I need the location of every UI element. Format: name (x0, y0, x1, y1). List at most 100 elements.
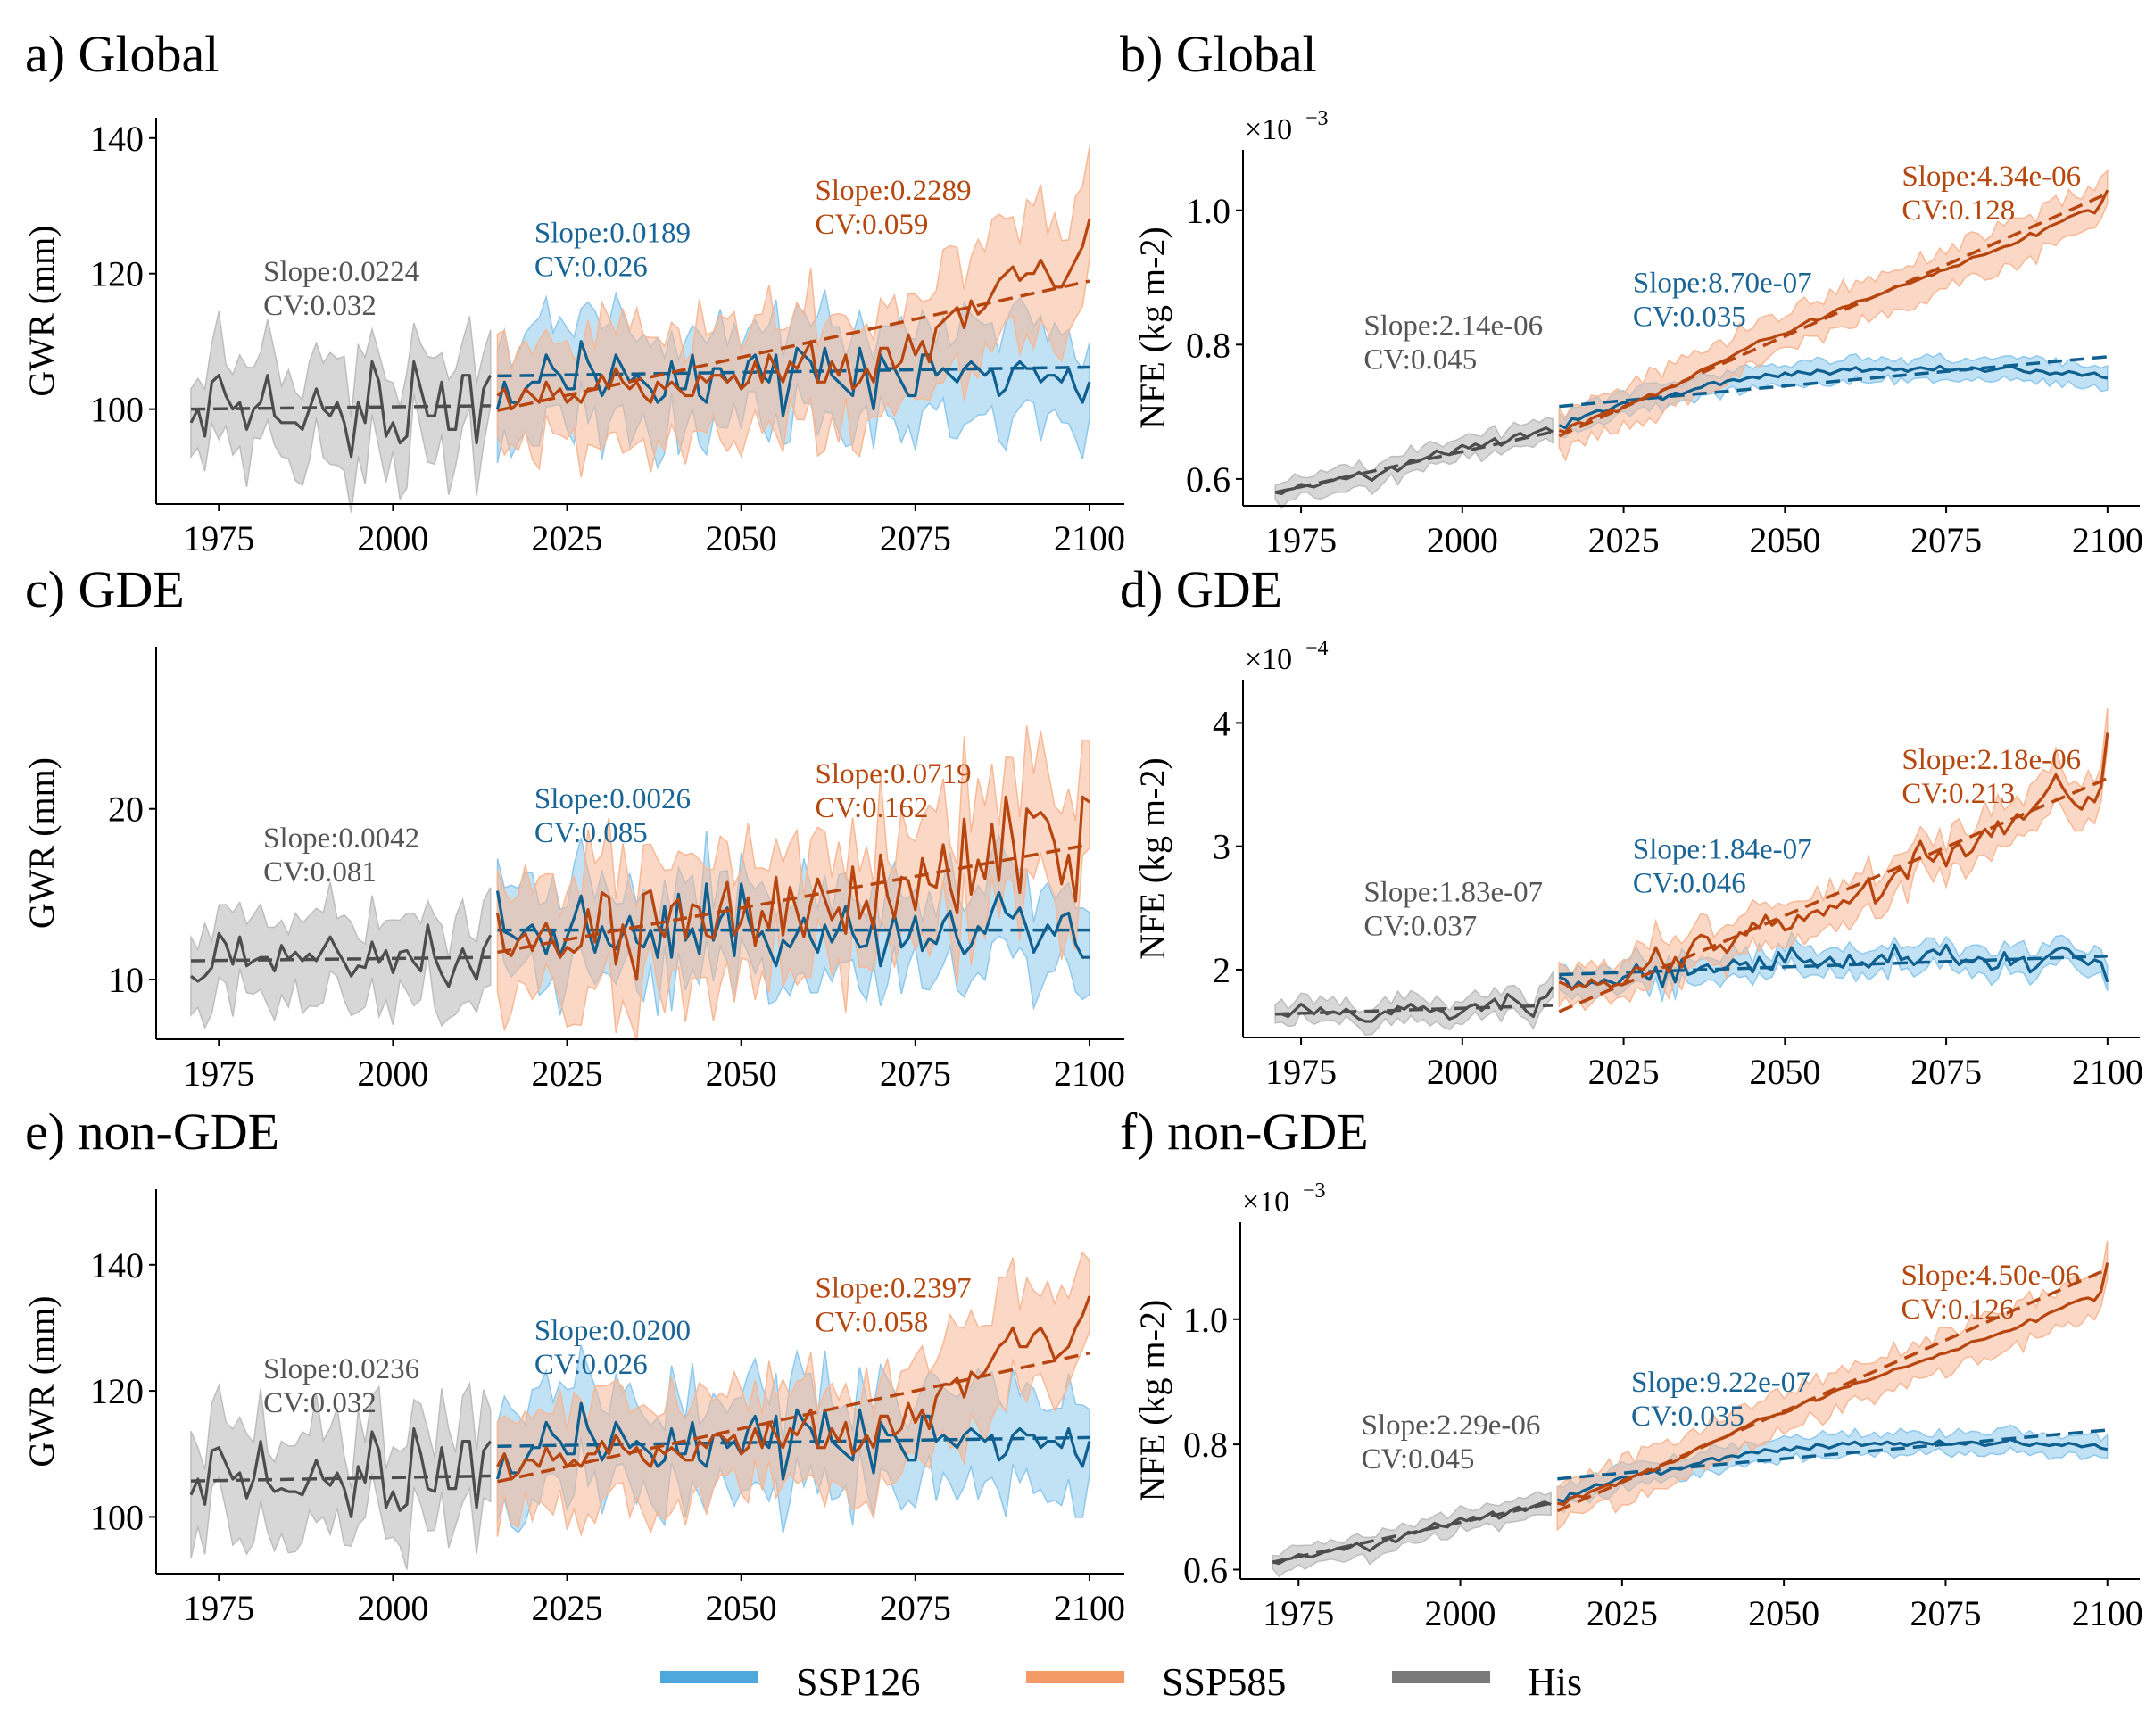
x-tick-label: 2025 (532, 518, 603, 558)
y-tick-label: 10 (108, 960, 144, 1000)
y-axis-label: NFE (kg m-2) (1132, 227, 1172, 429)
line-ssp126 (495, 882, 1090, 968)
band-ssp585 (1558, 707, 2109, 1012)
panel-title: c) GDE (25, 560, 185, 618)
y-axis-label: GWR (mm) (21, 757, 62, 929)
legend-label-his: His (1528, 1660, 1582, 1704)
x-tick-label: 2025 (1588, 1052, 1660, 1092)
legend-swatch-his (1392, 1671, 1490, 1683)
x-tick-label: 2050 (706, 1054, 777, 1094)
panel-title: e) non-GDE (25, 1103, 279, 1161)
band-ssp585 (496, 725, 1090, 1041)
legend-label-ssp126: SSP126 (796, 1660, 920, 1704)
y-axis-label: NFE (kg m-2) (1132, 757, 1172, 960)
x-tick-label: 2075 (880, 1054, 951, 1094)
trend-ssp585 (1558, 777, 2109, 1013)
annotation-his: Slope:2.14e-06 (1363, 310, 1543, 343)
x-tick-label: 1975 (183, 1588, 254, 1628)
legend: SSP126 SSP585 His (660, 1660, 1582, 1704)
x-tick-label: 2100 (2072, 1052, 2143, 1092)
sci-multiplier: ×10 (1245, 643, 1292, 676)
x-tick-label: 2000 (1425, 1593, 1496, 1633)
annotation-ssp585: CV:0.126 (1901, 1294, 2014, 1326)
trend-his (1272, 1501, 1552, 1564)
x-tick-label: 2100 (2072, 520, 2143, 560)
x-tick-label: 2025 (532, 1054, 603, 1094)
panel-f: f) non-GDE 1975 2000 2025 2050 2075 2100 0.6 0.8… (1120, 1103, 2143, 1633)
panel-title: a) Global (25, 25, 219, 83)
annotation-ssp585: Slope:0.0719 (816, 758, 972, 790)
x-tick-label: 2075 (880, 1588, 951, 1628)
y-tick-label: 1.0 (1183, 1300, 1228, 1340)
y-tick-label: 140 (90, 119, 144, 159)
x-tick-label: 2000 (357, 518, 428, 558)
annotation-his: Slope:2.29e-06 (1362, 1409, 1541, 1442)
y-tick-label: 4 (1213, 703, 1230, 743)
x-tick-label: 2100 (2072, 1593, 2143, 1633)
line-his (189, 1426, 492, 1519)
annotation-his: Slope:0.0236 (263, 1353, 419, 1385)
trend-ssp126 (497, 1435, 1090, 1449)
panel-e: e) non-GDE 1975 2000 2025 2050 2075 2100 100 120… (21, 1103, 1125, 1628)
annotation-his: CV:0.037 (1363, 910, 1477, 942)
annotation-ssp126: Slope:0.0200 (534, 1315, 691, 1347)
annotation-his: CV:0.045 (1362, 1443, 1475, 1476)
trend-ssp585 (497, 1351, 1090, 1484)
line-his (189, 360, 493, 459)
band-ssp585 (496, 146, 1090, 477)
legend-swatch-ssp585 (1026, 1671, 1124, 1683)
x-tick-label: 2050 (1748, 1593, 1819, 1633)
annotation-his: CV:0.081 (263, 856, 377, 889)
annotation-ssp585: CV:0.162 (816, 792, 929, 824)
annotation-ssp126: Slope:8.70e-07 (1633, 268, 1812, 300)
x-tick-label: 2000 (357, 1588, 428, 1628)
trend-his (1275, 1004, 1554, 1016)
panel-d: d) GDE 1975 2000 2025 2050 2075 2100 2 3 4 NFE (kg… (1120, 560, 2143, 1092)
panel-title: b) Global (1120, 25, 1317, 83)
legend-swatch-ssp126 (660, 1671, 758, 1683)
line-ssp585 (496, 1295, 1091, 1481)
trend-ssp126 (497, 365, 1090, 378)
line-his (1275, 986, 1554, 1023)
y-tick-label: 2 (1213, 950, 1230, 990)
x-tick-label: 1975 (1265, 1052, 1337, 1092)
annotation-ssp585: CV:0.213 (1902, 778, 2015, 810)
line-his (190, 923, 493, 988)
x-tick-label: 1975 (1265, 520, 1337, 560)
x-tick-label: 2100 (1054, 1054, 1125, 1094)
annotation-ssp585: CV:0.058 (816, 1307, 929, 1339)
annotation-his: Slope:0.0042 (263, 823, 419, 855)
y-tick-label: 100 (90, 1497, 144, 1537)
sci-multiplier: ×10 (1242, 1186, 1289, 1219)
x-tick-label: 1975 (183, 518, 254, 558)
band-his (1274, 970, 1554, 1036)
line-ssp585 (496, 219, 1091, 411)
annotation-ssp585: CV:0.059 (816, 209, 929, 241)
trend-his (191, 955, 491, 963)
x-tick-label: 2000 (1427, 520, 1498, 560)
line-ssp126 (1556, 1437, 2109, 1504)
annotation-ssp126: CV:0.085 (534, 817, 648, 849)
annotation-his: CV:0.032 (263, 290, 377, 322)
x-tick-label: 2025 (532, 1588, 603, 1628)
trend-his (190, 1474, 491, 1483)
y-axis-label: GWR (mm) (21, 225, 62, 396)
sci-exponent: −3 (1303, 1179, 1326, 1203)
y-tick-label: 0.6 (1183, 1550, 1228, 1590)
x-tick-label: 2075 (880, 518, 951, 558)
x-tick-label: 2075 (1910, 1593, 1981, 1633)
y-tick-label: 140 (90, 1245, 144, 1285)
annotation-ssp585: Slope:2.18e-06 (1902, 744, 2081, 776)
annotation-ssp126: Slope:0.0189 (534, 218, 691, 250)
y-tick-label: 3 (1213, 827, 1230, 867)
trend-ssp585 (1558, 192, 2109, 438)
x-tick-label: 2050 (706, 1588, 777, 1628)
y-tick-label: 0.8 (1183, 1425, 1228, 1465)
annotation-ssp585: CV:0.128 (1902, 194, 2015, 227)
y-axis-label: GWR (mm) (21, 1295, 62, 1467)
annotation-ssp126: Slope:0.0026 (534, 783, 691, 815)
x-tick-label: 2075 (1910, 520, 1982, 560)
annotation-ssp585: Slope:0.2397 (816, 1273, 972, 1305)
x-tick-label: 2050 (1749, 1052, 1820, 1092)
